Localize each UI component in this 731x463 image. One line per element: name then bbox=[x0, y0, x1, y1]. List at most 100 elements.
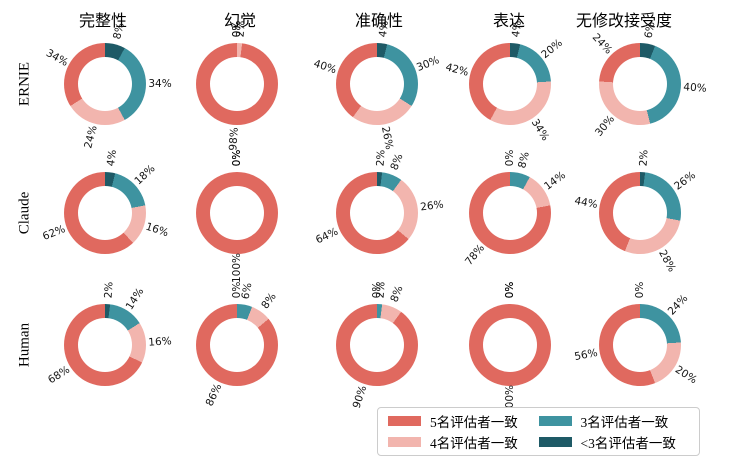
donut-chart-Claude-2 bbox=[336, 172, 418, 254]
pct-label: 26% bbox=[671, 168, 698, 193]
donut-chart-ERNIE-4 bbox=[599, 43, 681, 125]
pct-label: 98% bbox=[226, 126, 241, 151]
pct-label: 44% bbox=[573, 194, 599, 211]
pct-label: 56% bbox=[573, 347, 599, 364]
pct-label: 4% bbox=[376, 20, 391, 39]
pct-label: 16% bbox=[147, 334, 172, 349]
column-header-accuracy: 准确性 bbox=[354, 13, 404, 30]
pct-label: 26% bbox=[419, 198, 444, 214]
legend-item-5-agree: 5名评估者一致 bbox=[388, 411, 539, 431]
pct-label: 0% bbox=[634, 281, 646, 299]
donut-hole bbox=[78, 57, 132, 111]
pct-label: 28% bbox=[655, 248, 678, 275]
pct-label: 2% bbox=[373, 281, 388, 299]
legend-label-5-agree: 5名评估者一致 bbox=[430, 415, 518, 431]
pct-label: 2% bbox=[101, 281, 116, 299]
pct-label: 6% bbox=[239, 281, 255, 301]
column-header-hallucination: 幻觉 bbox=[223, 13, 257, 30]
pct-label: 42% bbox=[443, 61, 470, 80]
donut-hole bbox=[350, 186, 404, 240]
donut-hole bbox=[613, 318, 667, 372]
legend-label-3-agree: 3名评估者一致 bbox=[580, 415, 669, 431]
pct-label: 6% bbox=[642, 20, 658, 40]
donut-hole bbox=[78, 186, 132, 240]
pct-label: 64% bbox=[314, 225, 341, 247]
pct-label: 34% bbox=[43, 46, 70, 69]
legend-item-4-agree: 4名评估者一致 bbox=[388, 432, 539, 452]
column-header-expression: 表达 bbox=[492, 13, 526, 30]
pct-label: 14% bbox=[541, 168, 568, 193]
pct-label: 86% bbox=[203, 381, 224, 408]
donut-chart-Claude-0 bbox=[64, 172, 146, 254]
pct-label: 20% bbox=[673, 363, 700, 386]
pct-label: 16% bbox=[144, 220, 171, 240]
pct-label: 4% bbox=[104, 149, 119, 168]
donut-chart-Claude-4 bbox=[599, 172, 681, 254]
pct-label: 40% bbox=[682, 80, 707, 95]
donut-hole bbox=[483, 186, 537, 240]
column-header-acceptance: 无修改接受度 bbox=[575, 13, 673, 30]
pct-label: 4% bbox=[509, 20, 524, 39]
pct-label: 62% bbox=[40, 223, 67, 244]
donut-hole bbox=[210, 57, 264, 111]
pct-label: 34% bbox=[148, 78, 172, 90]
pct-label: 8% bbox=[515, 150, 532, 170]
donut-hole bbox=[78, 318, 132, 372]
donut-chart-Human-1 bbox=[196, 304, 278, 386]
donut-chart-Claude-3 bbox=[469, 172, 551, 254]
pct-label: 78% bbox=[462, 242, 487, 269]
pct-label: 90% bbox=[350, 384, 370, 411]
donut-hole bbox=[350, 318, 404, 372]
donut-hole bbox=[483, 57, 537, 111]
pct-label: 18% bbox=[132, 162, 158, 188]
pct-label: 8% bbox=[259, 290, 280, 311]
donut-chart-Human-3 bbox=[469, 304, 551, 386]
legend-label-4-agree: 4名评估者一致 bbox=[430, 435, 518, 451]
donut-chart-Human-2 bbox=[336, 304, 418, 386]
donut-hole bbox=[350, 57, 404, 111]
pct-label: 30% bbox=[592, 113, 617, 140]
legend: 5名评估者一致 4名评估者一致 3名评估者一致 <3名评估者一致 bbox=[377, 407, 700, 456]
legend-swatch-lt3-agree bbox=[538, 436, 572, 447]
pct-label: 2% bbox=[373, 149, 388, 167]
pct-label: 14% bbox=[123, 285, 146, 312]
pct-label: 2% bbox=[233, 20, 248, 38]
row-label-claude: Claude bbox=[16, 191, 33, 235]
pct-label: 0% bbox=[504, 281, 516, 299]
pct-label: 20% bbox=[539, 36, 566, 61]
pct-label: 26% bbox=[379, 125, 396, 151]
pct-label: 2% bbox=[636, 149, 651, 167]
legend-item-lt3-agree: <3名评估者一致 bbox=[538, 432, 690, 452]
pct-label: 34% bbox=[528, 117, 551, 144]
donut-chart-ERNIE-2 bbox=[336, 43, 418, 125]
column-header-completeness: 完整性 bbox=[78, 13, 128, 30]
pct-label: 24% bbox=[589, 31, 615, 57]
row-label-human: Human bbox=[16, 322, 33, 368]
donut-hole bbox=[613, 186, 667, 240]
pct-label: 8% bbox=[388, 151, 406, 172]
donut-hole bbox=[613, 57, 667, 111]
legend-swatch-5-agree bbox=[388, 416, 421, 427]
pct-label: 24% bbox=[82, 124, 101, 151]
donut-hole bbox=[210, 318, 264, 372]
pct-label: 30% bbox=[415, 53, 442, 74]
donut-chart-Human-0 bbox=[64, 304, 146, 386]
legend-label-lt3-agree: <3名评估者一致 bbox=[580, 435, 676, 451]
donut-hole bbox=[210, 186, 264, 240]
legend-swatch-3-agree bbox=[538, 416, 572, 427]
pct-label: 68% bbox=[45, 363, 72, 386]
donut-chart-Claude-1 bbox=[196, 172, 278, 254]
donut-chart-Human-4 bbox=[599, 304, 681, 386]
donut-chart-ERNIE-3 bbox=[469, 43, 551, 125]
pct-label: 0% bbox=[231, 149, 243, 167]
row-label-ernie: ERNIE bbox=[16, 61, 33, 107]
donut-chart-ERNIE-1 bbox=[196, 43, 278, 125]
donut-hole bbox=[483, 318, 537, 372]
pct-label: 0% bbox=[504, 149, 516, 167]
donut-chart-ERNIE-0 bbox=[64, 43, 146, 125]
legend-swatch-4-agree bbox=[388, 436, 421, 447]
pct-label: 24% bbox=[665, 292, 691, 318]
legend-item-3-agree: 3名评估者一致 bbox=[538, 411, 690, 431]
pct-label: 40% bbox=[311, 57, 338, 77]
